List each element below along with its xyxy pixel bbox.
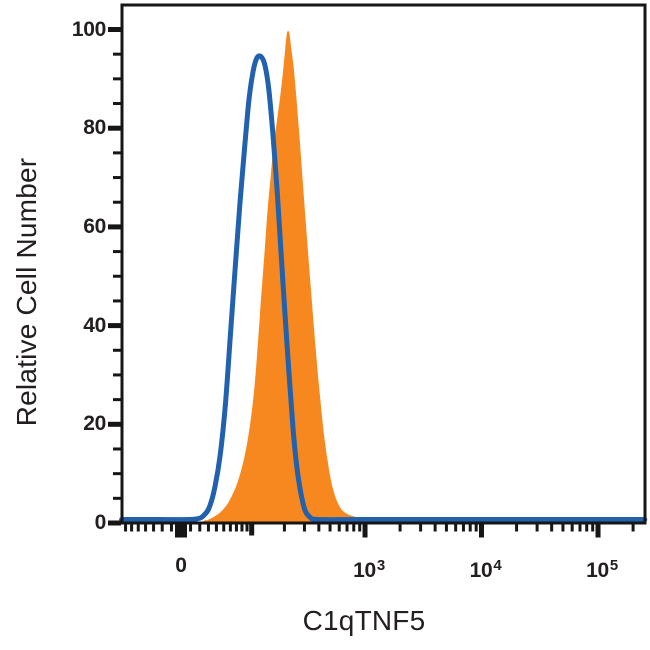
y-tick-label: 20 <box>83 412 106 436</box>
x-tick-label: 103 <box>353 557 385 582</box>
x-tick-exponent: 4 <box>493 557 502 574</box>
y-tick-label: 100 <box>71 17 106 41</box>
y-axis-title: Relative Cell Number <box>11 157 42 427</box>
x-tick-label: 104 <box>469 557 502 582</box>
x-tick-exponent: 5 <box>609 557 618 574</box>
y-tick-label: 60 <box>83 214 106 238</box>
x-tick-label: 105 <box>586 557 618 582</box>
x-tick-label: 0 <box>175 554 187 577</box>
y-tick-label: 80 <box>83 116 106 140</box>
y-tick-label: 40 <box>83 313 106 337</box>
open-histogram-curve <box>119 53 648 523</box>
y-tick-label: 0 <box>94 511 107 534</box>
x-axis-title: C1qTNF5 <box>302 605 426 636</box>
filled-histogram-curve <box>204 31 396 525</box>
plot-frame <box>120 3 647 525</box>
x-tick-exponent: 3 <box>376 557 385 574</box>
